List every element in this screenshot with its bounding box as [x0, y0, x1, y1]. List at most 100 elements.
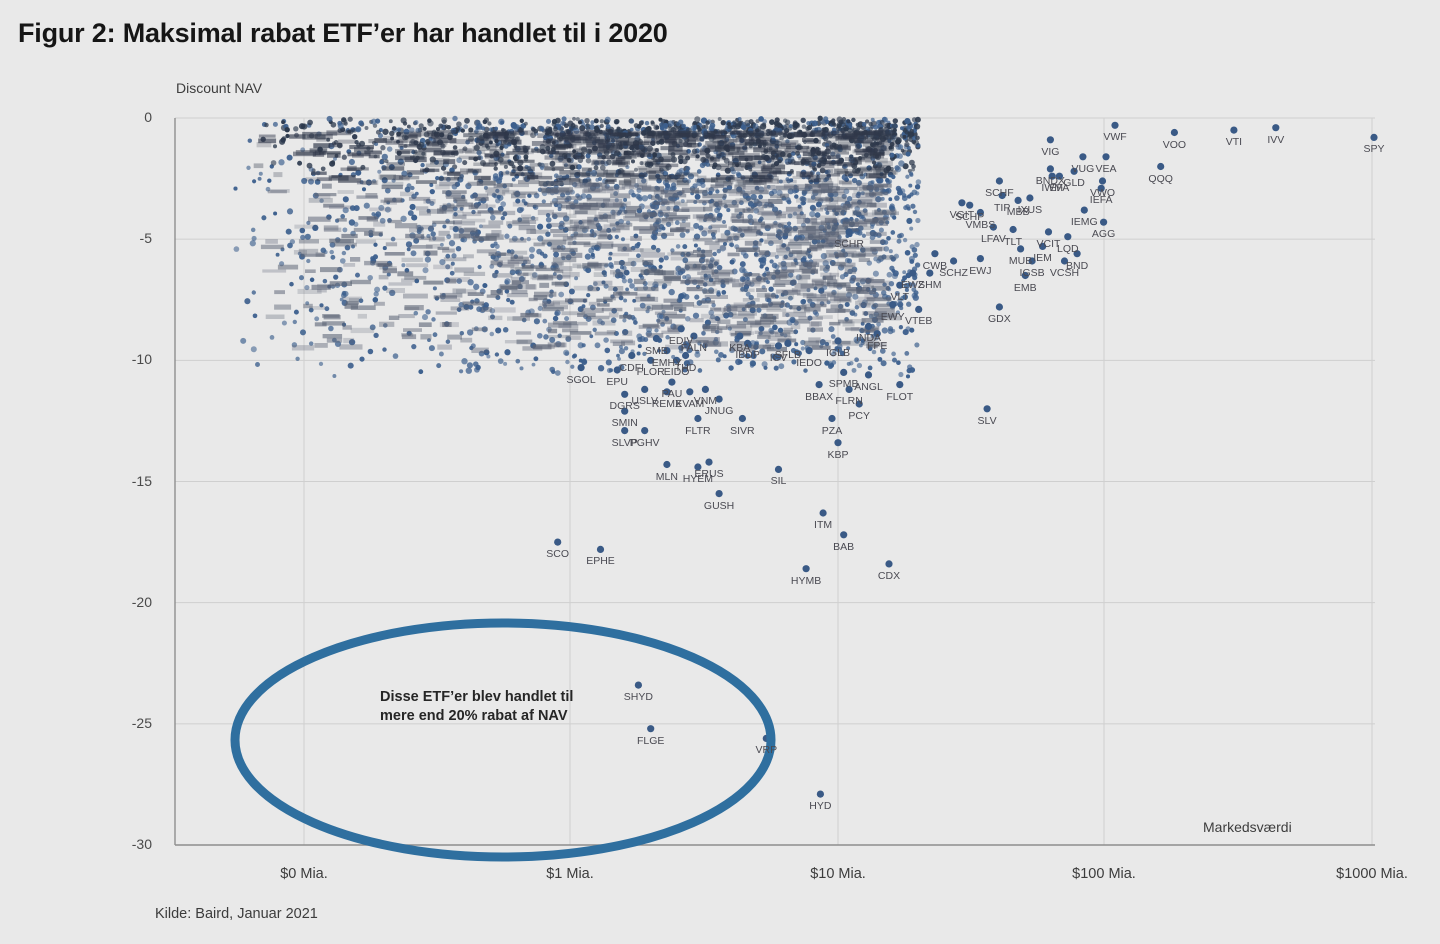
data-point-label: SCHZ: [939, 267, 968, 279]
data-point-label: FPE: [866, 339, 888, 352]
data-point: [845, 228, 853, 236]
data-point: [736, 332, 744, 340]
data-point: [677, 325, 685, 333]
data-point-label: FLTR: [685, 424, 711, 437]
data-point-label: SCO: [546, 548, 570, 561]
data-point-label: TLT: [1004, 235, 1023, 248]
data-point: [784, 339, 792, 347]
data-point: [1014, 196, 1022, 204]
data-point: [554, 538, 562, 546]
data-point-label: SPMB: [828, 378, 859, 391]
data-point: [950, 257, 958, 265]
data-point: [634, 681, 643, 689]
figure-title: Figur 2: Maksimal rabat ETF’er har handl…: [18, 18, 668, 48]
data-point-label: EDIV: [668, 334, 694, 347]
data-point-label: VOO: [1162, 138, 1187, 151]
data-point-label: SCHR: [834, 237, 864, 250]
data-point-label: EIDO: [663, 366, 690, 379]
data-point: [663, 347, 671, 355]
data-point-label: FALN: [680, 342, 708, 355]
data-point-label: PCY: [848, 410, 870, 422]
data-point: [1055, 172, 1063, 180]
data-point: [1046, 165, 1054, 173]
data-point: [1111, 121, 1119, 129]
data-point: [673, 356, 681, 364]
data-point-label: SCHF: [985, 187, 1014, 199]
data-point: [864, 371, 873, 379]
data-point-label: GDX: [988, 313, 1011, 325]
data-point-label: KBP: [827, 448, 849, 461]
data-point-label: SMB: [645, 344, 668, 357]
data-point: [621, 407, 629, 415]
data-point-label: BNDX: [1035, 174, 1065, 187]
data-point: [1102, 153, 1110, 161]
data-point: [744, 339, 752, 347]
data-point: [909, 269, 917, 277]
data-point: [715, 395, 723, 403]
data-point: [738, 414, 747, 423]
data-point-label: FLRN: [835, 395, 863, 408]
data-point-label: EWJ: [969, 264, 992, 277]
x-tick-label: $100 Mia.: [1072, 866, 1136, 882]
data-point: [995, 303, 1004, 311]
data-point-label: ITM: [814, 519, 833, 531]
y-tick-label: -30: [131, 836, 152, 852]
data-point-label: VWF: [1103, 131, 1127, 144]
data-point-label: BAB: [833, 540, 855, 553]
data-point-label: GLD: [1063, 177, 1085, 190]
data-point: [1017, 245, 1025, 253]
data-point: [774, 465, 783, 473]
data-point-label: MLN: [655, 470, 678, 483]
data-point-label: PAU: [661, 388, 683, 401]
data-point: [834, 337, 842, 345]
data-point: [1097, 184, 1105, 192]
x-tick-label: $0 Mia.: [280, 866, 328, 882]
data-point: [976, 208, 985, 217]
data-point: [989, 223, 998, 231]
data-point: [1048, 172, 1056, 180]
data-point: [864, 322, 873, 330]
data-point: [1073, 250, 1081, 258]
data-point-label: REMX: [651, 397, 683, 410]
y-tick-label: -15: [131, 472, 152, 489]
data-point-label: IXUS: [1017, 204, 1043, 216]
data-point: [834, 439, 842, 447]
data-point: [647, 356, 655, 364]
data-point: [840, 531, 848, 539]
data-point: [915, 305, 923, 313]
data-point: [855, 400, 863, 408]
data-points: [554, 121, 1378, 798]
data-point-label: EMHY: [651, 356, 683, 369]
data-point-label: VTEB: [904, 315, 933, 328]
data-point: [1028, 257, 1036, 265]
data-point: [1070, 167, 1078, 175]
data-point-label: SIL: [770, 475, 787, 488]
data-point-label: DGRS: [609, 400, 640, 413]
data-point-label: EPU: [606, 376, 628, 388]
data-point-label: SGOL: [566, 373, 596, 386]
data-point-label: VCSH: [1049, 267, 1080, 279]
y-tick-label: 0: [144, 109, 152, 125]
data-point: [976, 255, 985, 263]
data-point-label: IVV: [1267, 133, 1285, 146]
data-point-label: IBDP: [735, 349, 760, 362]
data-point: [577, 364, 585, 372]
data-point-label: VWO: [1089, 187, 1116, 199]
data-point: [873, 330, 881, 338]
data-point: [701, 385, 710, 393]
data-point-label: VLT: [890, 291, 910, 304]
data-point: [1272, 124, 1280, 132]
data-point-label: EMB: [1013, 281, 1037, 294]
data-point-label: FLGE: [636, 734, 665, 747]
data-point: [845, 385, 853, 393]
data-point: [1044, 228, 1053, 236]
data-point-label: CDX: [877, 569, 901, 582]
data-point-label: SMIN: [611, 417, 638, 430]
data-point: [663, 388, 671, 396]
highlight-ellipse: [230, 618, 776, 862]
data-point: [690, 332, 698, 340]
data-point-label: VUG: [1071, 162, 1095, 175]
data-point: [896, 281, 904, 289]
